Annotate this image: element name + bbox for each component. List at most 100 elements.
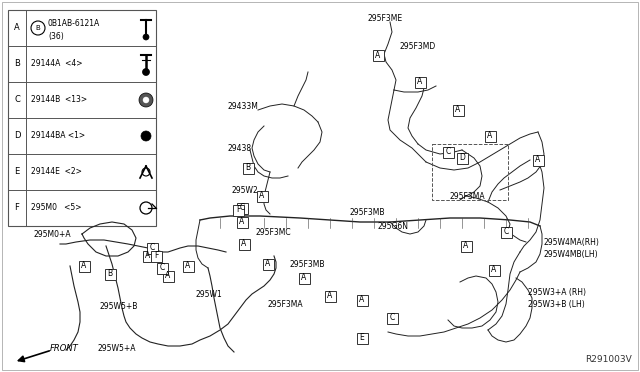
Bar [356, 333, 367, 343]
Text: 295F3MB: 295F3MB [350, 208, 385, 217]
Bar [456, 153, 467, 164]
Text: A: A [239, 218, 244, 227]
Text: A: A [81, 262, 86, 270]
Text: 295M0   <5>: 295M0 <5> [31, 203, 81, 212]
Text: E: E [14, 167, 20, 176]
Text: 295F3MA: 295F3MA [268, 300, 303, 309]
Text: C: C [159, 263, 164, 273]
Bar [372, 49, 383, 61]
Bar [237, 202, 248, 214]
Text: F: F [154, 251, 158, 260]
Bar [143, 250, 154, 262]
Text: D: D [13, 131, 20, 141]
Text: 29433M: 29433M [228, 102, 259, 111]
Text: 295F3MB: 295F3MB [290, 260, 326, 269]
Text: (36): (36) [48, 32, 64, 41]
Text: 295G6N: 295G6N [378, 222, 409, 231]
Text: 295W2: 295W2 [232, 186, 259, 195]
Bar [262, 259, 273, 269]
Text: 29144BA <1>: 29144BA <1> [31, 131, 85, 141]
Text: B: B [36, 25, 40, 31]
Text: 295W5+A: 295W5+A [98, 344, 136, 353]
Bar [324, 291, 335, 301]
Bar [461, 241, 472, 251]
Bar [500, 227, 511, 237]
Circle shape [139, 93, 153, 107]
Bar [150, 250, 161, 262]
Text: B: B [14, 60, 20, 68]
Text: 295F3ME: 295F3ME [368, 14, 403, 23]
Text: A: A [536, 155, 541, 164]
Text: A: A [376, 51, 381, 60]
Bar [298, 273, 310, 283]
Bar [532, 154, 543, 166]
Bar [232, 205, 243, 215]
Text: 295W4MA(RH): 295W4MA(RH) [543, 238, 599, 247]
Bar [239, 238, 250, 250]
Text: 0B1AB-6121A: 0B1AB-6121A [48, 19, 100, 29]
Text: 295W3+A (RH): 295W3+A (RH) [528, 288, 586, 297]
Text: C: C [149, 244, 155, 253]
Text: 295F3MA: 295F3MA [450, 192, 486, 201]
Text: B: B [108, 269, 113, 279]
Text: B: B [245, 164, 251, 173]
Bar [157, 263, 168, 273]
Text: A: A [417, 77, 422, 87]
Text: 29144B  <13>: 29144B <13> [31, 96, 87, 105]
Text: C: C [239, 203, 244, 212]
Text: E: E [360, 334, 364, 343]
Bar [415, 77, 426, 87]
Text: 295W1: 295W1 [196, 290, 223, 299]
Bar [163, 270, 173, 282]
Bar [237, 217, 248, 228]
Text: 295M0+A: 295M0+A [34, 230, 72, 239]
Bar [104, 269, 115, 279]
Text: A: A [301, 273, 307, 282]
Bar [79, 260, 90, 272]
Bar [243, 163, 253, 173]
Text: C: C [389, 314, 395, 323]
Bar [452, 105, 463, 115]
Text: 29144A  <4>: 29144A <4> [31, 60, 83, 68]
Text: A: A [145, 251, 150, 260]
Text: 295W5+B: 295W5+B [100, 302, 138, 311]
Text: FRONT: FRONT [50, 344, 79, 353]
Text: A: A [14, 23, 20, 32]
Text: C: C [14, 96, 20, 105]
Text: A: A [488, 131, 493, 141]
Text: F: F [15, 203, 19, 212]
Text: C: C [445, 148, 451, 157]
Text: D: D [459, 154, 465, 163]
Circle shape [143, 68, 150, 76]
Circle shape [143, 97, 149, 103]
Bar [488, 264, 499, 276]
Text: A: A [186, 262, 191, 270]
Bar [442, 147, 454, 157]
Text: 29438: 29438 [228, 144, 252, 153]
Text: 29144E  <2>: 29144E <2> [31, 167, 82, 176]
Text: F: F [236, 205, 240, 215]
Bar [182, 260, 193, 272]
Bar [147, 243, 157, 253]
Text: 295W3+B (LH): 295W3+B (LH) [528, 300, 585, 309]
Bar [257, 190, 268, 202]
Text: A: A [328, 292, 333, 301]
Text: A: A [456, 106, 461, 115]
Text: A: A [463, 241, 468, 250]
Circle shape [141, 131, 151, 141]
Bar [432, 144, 508, 200]
Text: R291003V: R291003V [585, 355, 632, 364]
Circle shape [143, 34, 149, 40]
Bar [8, 10, 156, 226]
Text: C: C [504, 228, 509, 237]
Text: A: A [259, 192, 264, 201]
Text: A: A [165, 272, 171, 280]
Bar [356, 295, 367, 305]
Text: A: A [492, 266, 497, 275]
Bar [387, 312, 397, 324]
Bar [484, 131, 495, 141]
Text: A: A [266, 260, 271, 269]
Text: 295W4MB(LH): 295W4MB(LH) [543, 250, 598, 259]
Text: 295F3MC: 295F3MC [255, 228, 291, 237]
Text: A: A [360, 295, 365, 305]
